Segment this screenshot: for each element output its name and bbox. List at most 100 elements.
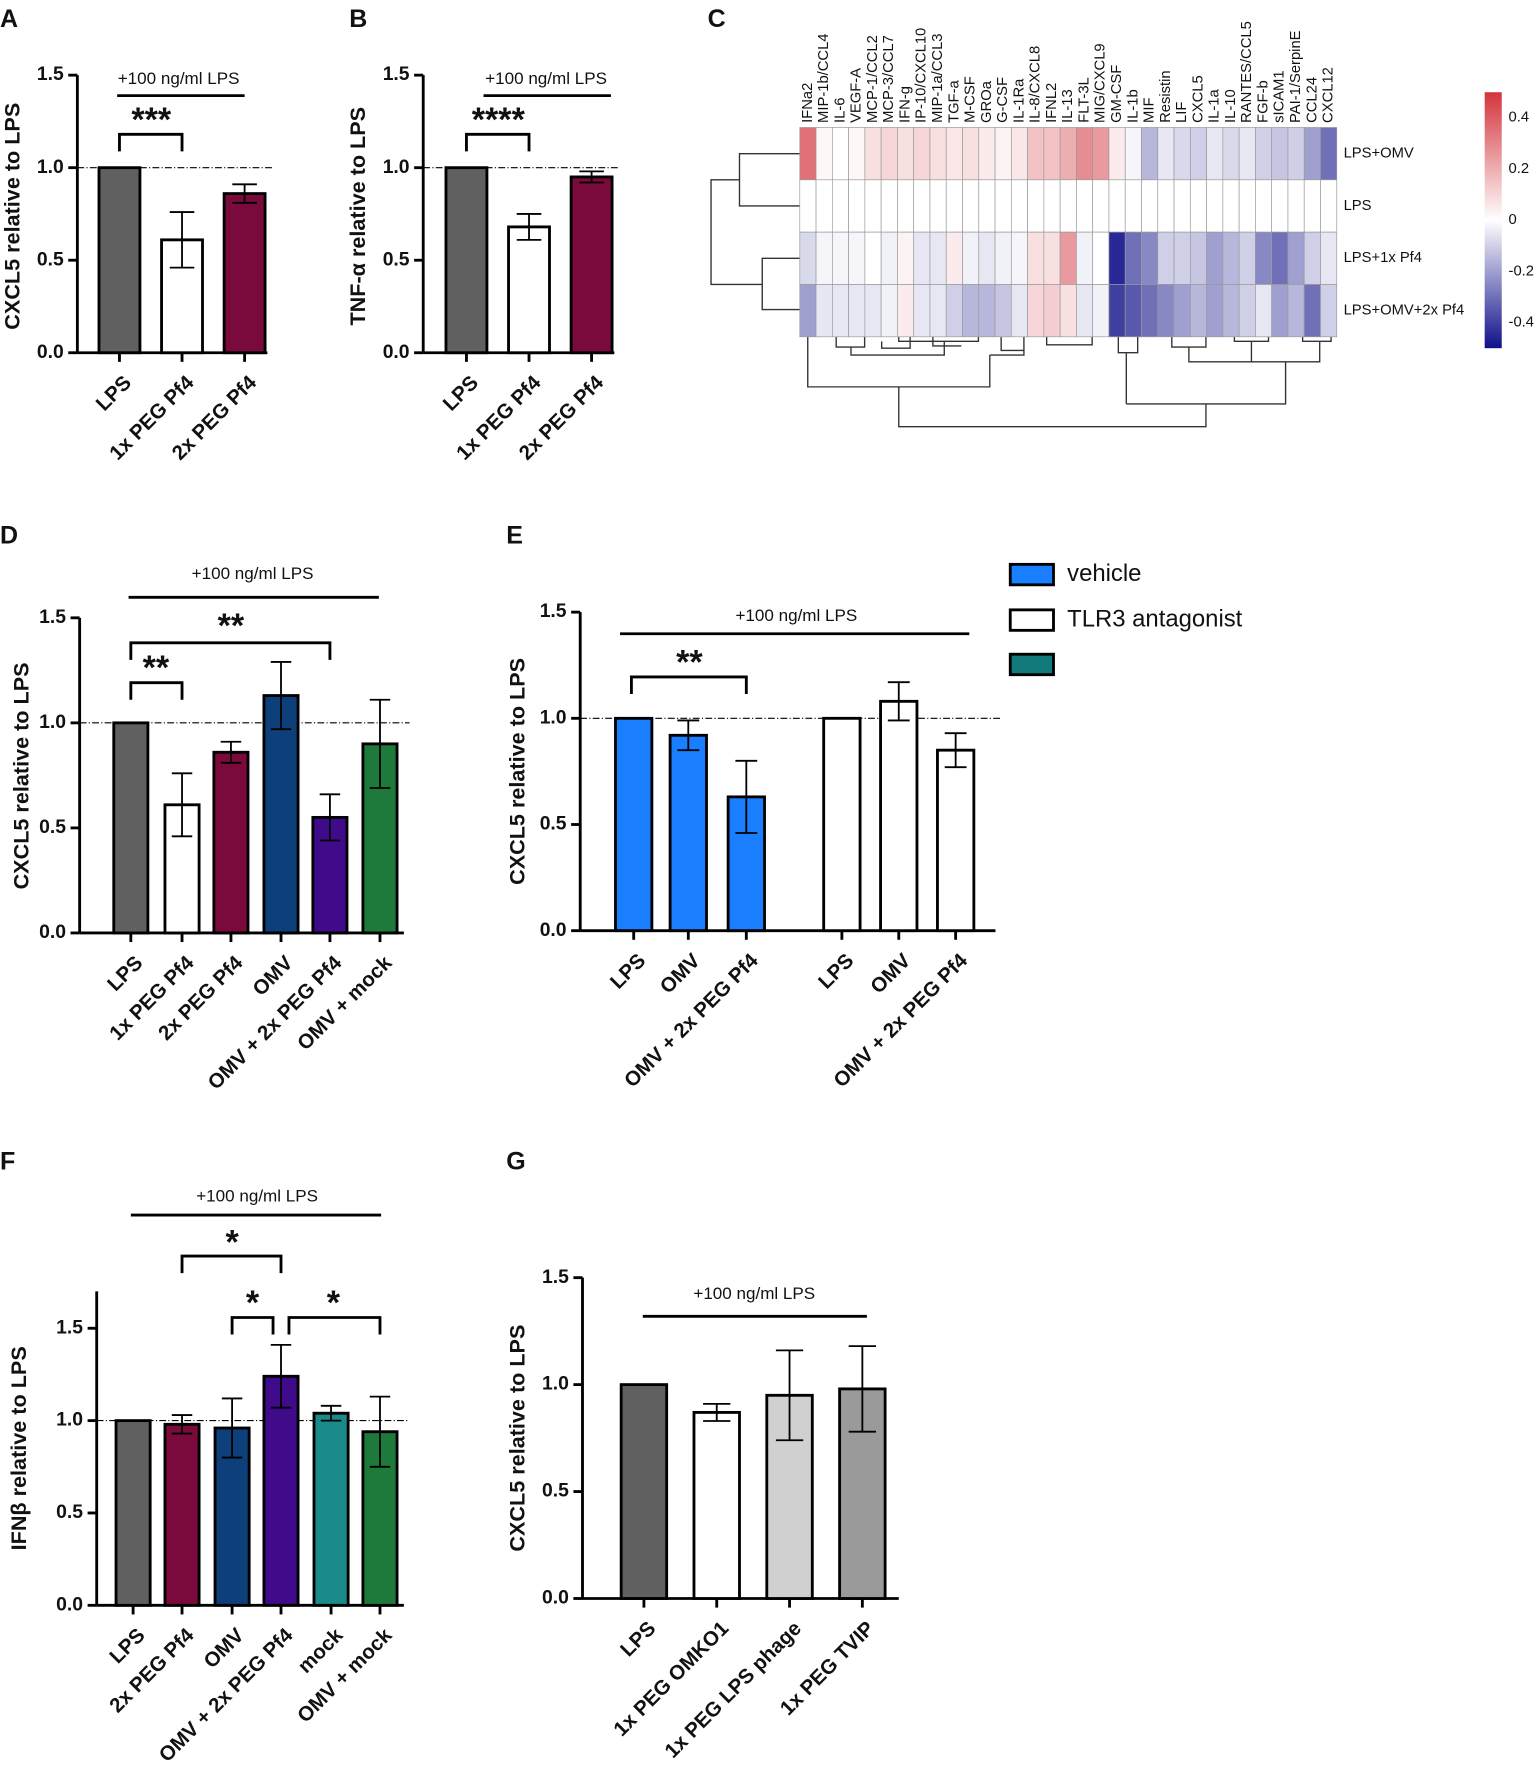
heatmap-cell [1303, 284, 1321, 338]
heatmap-cell [1287, 179, 1305, 233]
colorbar-tick-label: 0.2 [1509, 161, 1530, 177]
x-tick-label: LPS [103, 951, 147, 995]
bar [112, 721, 150, 935]
heatmap-cell [880, 284, 898, 338]
heatmap-cell [1076, 179, 1094, 233]
panel-letter: A [0, 5, 18, 33]
heatmap-cell [1238, 231, 1256, 285]
significance-bracket [465, 132, 531, 152]
x-tick-label: LPS [92, 371, 136, 415]
heatmap-cell [1092, 127, 1110, 181]
column-label: GM-CSF [1109, 65, 1125, 123]
panel-letter: C [708, 5, 726, 33]
heatmap-cell [978, 284, 996, 338]
y-tick-label: 1.5 [383, 63, 410, 85]
heatmap-cell [1027, 231, 1045, 285]
column-label: VEGF-A [849, 68, 865, 123]
heatmap-cell [1189, 179, 1207, 233]
legend-swatch [1008, 608, 1055, 632]
colorbar-tick-label: -0.4 [1509, 314, 1534, 330]
heatmap-cell [1222, 127, 1240, 181]
x-tick-label: OMV [866, 949, 915, 998]
y-axis-label: CXCL5 relative to LPS [8, 662, 33, 889]
heatmap-cell [1043, 284, 1061, 338]
y-tick-label: 0.0 [540, 919, 567, 941]
error-bar [735, 759, 758, 834]
heatmap-cell [880, 231, 898, 285]
heatmap-cell [1173, 127, 1191, 181]
heatmap-cell [1108, 231, 1126, 285]
heatmap-cell [880, 127, 898, 181]
heatmap-cell [962, 179, 980, 233]
column-label: IL-8/CXCL8 [1028, 46, 1044, 123]
heatmap-cell [1271, 284, 1289, 338]
heatmap-cell [1206, 231, 1224, 285]
error-bar [171, 772, 193, 838]
heatmap-cell [1189, 127, 1207, 181]
bar [614, 716, 654, 933]
heatmap-cell [1092, 179, 1110, 233]
error-bar [677, 719, 700, 752]
heatmap-cell [929, 179, 947, 233]
heatmap-cell [799, 231, 817, 285]
significance-bracket [230, 1316, 275, 1335]
heatmap-cell [897, 284, 915, 338]
heatmap-cell [962, 231, 980, 285]
heatmap-cell [1206, 179, 1224, 233]
heatmap-cell [962, 284, 980, 338]
heatmap-cell [848, 284, 866, 338]
error-bar [319, 793, 341, 842]
column-label: FGF-b [1255, 80, 1271, 123]
heatmap-cell [1320, 284, 1338, 338]
heatmap-cell [1157, 127, 1175, 181]
panel-letter: E [506, 522, 523, 550]
heatmap-cell [929, 284, 947, 338]
significance-bracket [129, 681, 184, 700]
heatmap-cell [1287, 284, 1305, 338]
heatmap-cell [1141, 179, 1159, 233]
heatmap-cell [1271, 127, 1289, 181]
dendrograms [710, 152, 1332, 428]
annotation: ** [676, 643, 703, 681]
y-tick-label: 0.5 [56, 1501, 83, 1523]
heatmap-cell [1108, 284, 1126, 338]
heatmap-cell [1124, 284, 1142, 338]
heatmap-cell [1238, 127, 1256, 181]
heatmap-cell [815, 127, 833, 181]
heatmap-cell [831, 231, 849, 285]
error-bar [516, 213, 542, 241]
column-dendrogram [807, 336, 1332, 428]
heatmap-cell [1173, 179, 1191, 233]
annotation: +100 ng/ml LPS [118, 69, 240, 88]
error-bar [369, 1395, 391, 1468]
heatmap-cell [1059, 127, 1077, 181]
column-label: Resistin [1158, 70, 1174, 123]
heatmap-cell [799, 284, 817, 338]
x-tick-label: LPS [814, 949, 858, 993]
colorbar-tick-label: 0.4 [1509, 110, 1530, 126]
heatmap-cell [1287, 127, 1305, 181]
heatmap-cell [1320, 231, 1338, 285]
heatmap-cell [1255, 127, 1273, 181]
column-label: IL-6 [832, 97, 848, 122]
heatmap-cell [1027, 179, 1045, 233]
significance-bracket [118, 132, 184, 152]
heatmap-cell [1141, 284, 1159, 338]
heatmap-cell [1010, 284, 1028, 338]
heatmap-cell [848, 179, 866, 233]
y-axis-label: TNF-α relative to LPS [345, 107, 370, 326]
heatmap-cell [1108, 127, 1126, 181]
heatmap-cell [913, 231, 931, 285]
column-label: CXCL12 [1321, 67, 1337, 123]
significance-bracket [287, 1316, 382, 1335]
y-tick-label: 1.0 [540, 706, 567, 728]
significance-bracket [629, 675, 748, 695]
row-label: LPS+OMV+2x Pf4 [1344, 303, 1465, 319]
heatmap-cell [897, 179, 915, 233]
heatmap-cell [1076, 231, 1094, 285]
heatmap-cell [994, 127, 1012, 181]
heatmap-cell [815, 179, 833, 233]
heatmap-cell [1303, 179, 1321, 233]
y-tick-label: 0.5 [37, 248, 64, 270]
y-tick-label: 0.5 [540, 813, 567, 835]
